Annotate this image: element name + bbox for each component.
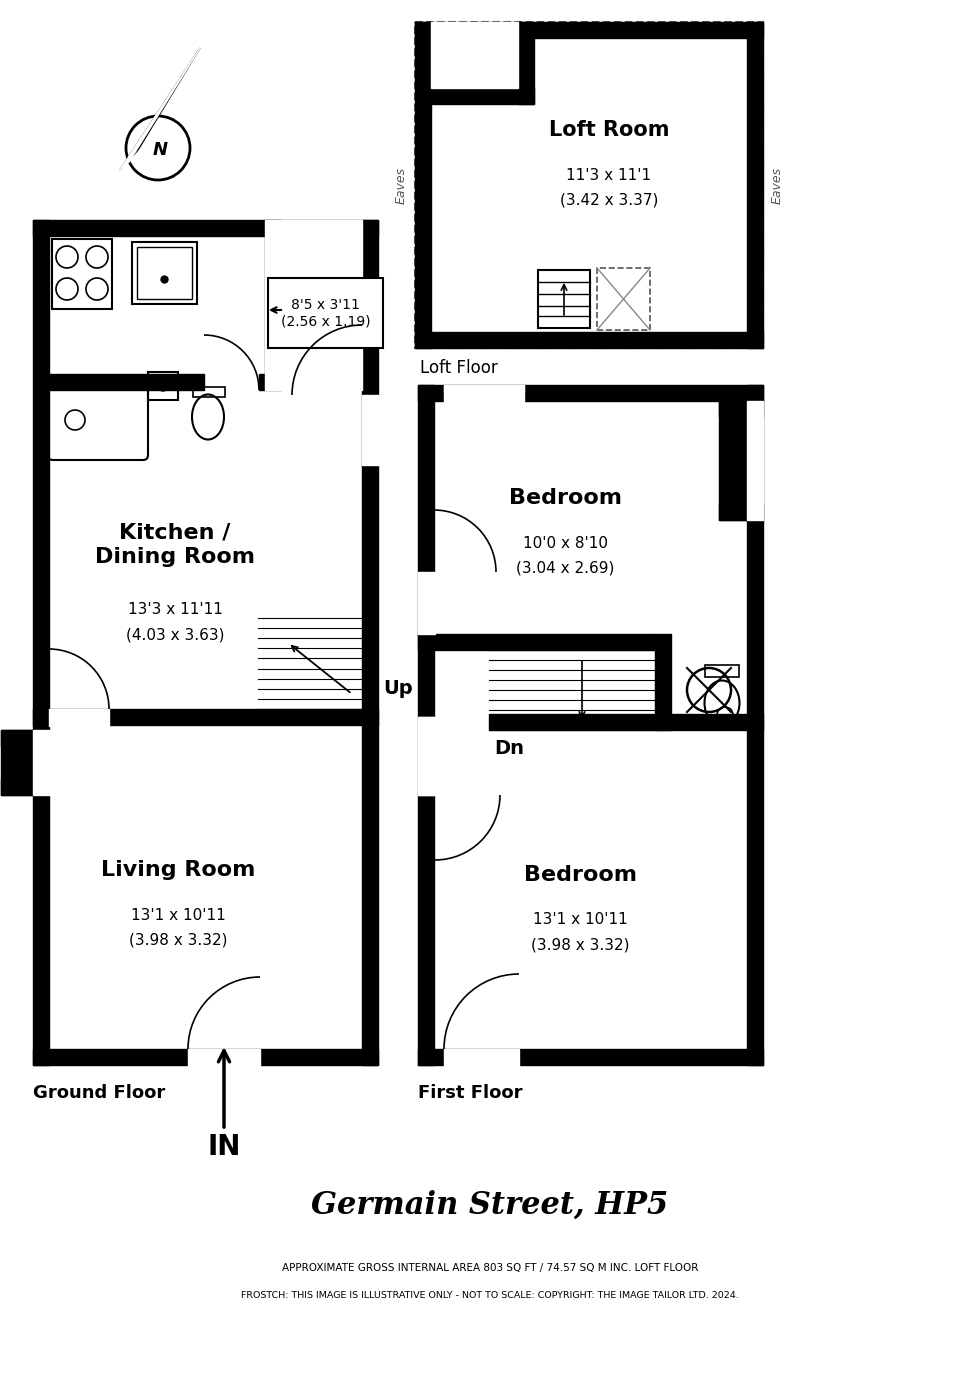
Bar bbox=[193, 386, 225, 397]
Bar bbox=[49, 374, 204, 391]
Bar bbox=[518, 22, 534, 104]
Bar bbox=[444, 385, 524, 392]
Bar bbox=[747, 402, 763, 519]
Bar bbox=[444, 1048, 519, 1066]
Bar bbox=[538, 270, 590, 328]
Bar bbox=[362, 220, 378, 1065]
Circle shape bbox=[158, 381, 168, 391]
Text: (3.98 x 3.32): (3.98 x 3.32) bbox=[128, 932, 227, 947]
Bar bbox=[52, 240, 112, 309]
Bar bbox=[418, 572, 435, 634]
Bar bbox=[431, 22, 518, 89]
Bar bbox=[418, 385, 434, 1065]
Bar bbox=[655, 634, 671, 730]
Bar bbox=[1, 730, 49, 747]
Text: Bedroom: Bedroom bbox=[509, 488, 621, 508]
Bar bbox=[268, 278, 383, 348]
Text: FROSTCH: THIS IMAGE IS ILLUSTRATIVE ONLY - NOT TO SCALE: COPYRIGHT: THE IMAGE TA: FROSTCH: THIS IMAGE IS ILLUSTRATIVE ONLY… bbox=[241, 1291, 739, 1299]
Text: (3.42 x 3.37): (3.42 x 3.37) bbox=[560, 193, 659, 208]
Bar bbox=[265, 220, 281, 391]
Bar bbox=[415, 22, 763, 37]
Text: N: N bbox=[153, 141, 168, 159]
Text: 13'3 x 11'11: 13'3 x 11'11 bbox=[127, 602, 222, 618]
Bar bbox=[719, 504, 763, 519]
Bar bbox=[705, 665, 739, 677]
Bar bbox=[148, 373, 178, 400]
Bar bbox=[49, 709, 109, 726]
Text: Loft Room: Loft Room bbox=[549, 120, 669, 140]
Bar bbox=[431, 89, 534, 104]
Bar bbox=[1, 730, 49, 795]
Text: APPROXIMATE GROSS INTERNAL AREA 803 SQ FT / 74.57 SQ M INC. LOFT FLOOR: APPROXIMATE GROSS INTERNAL AREA 803 SQ F… bbox=[282, 1263, 698, 1273]
Text: Up: Up bbox=[383, 680, 413, 698]
Bar bbox=[719, 402, 747, 519]
Polygon shape bbox=[120, 48, 200, 170]
Text: 11'3 x 11'1: 11'3 x 11'1 bbox=[566, 168, 652, 183]
Text: Germain Street, HP5: Germain Street, HP5 bbox=[312, 1190, 668, 1220]
Text: Eaves: Eaves bbox=[770, 166, 783, 204]
Bar bbox=[132, 242, 197, 303]
Bar bbox=[415, 22, 431, 348]
Bar bbox=[444, 385, 524, 402]
Text: (4.03 x 3.63): (4.03 x 3.63) bbox=[125, 627, 224, 643]
Text: Dn: Dn bbox=[494, 738, 524, 758]
Text: 8'5 x 3'11
(2.56 x 1.19): 8'5 x 3'11 (2.56 x 1.19) bbox=[280, 298, 370, 328]
Bar bbox=[259, 374, 265, 391]
Bar bbox=[33, 1048, 378, 1065]
Bar bbox=[418, 1048, 763, 1065]
Bar bbox=[415, 332, 763, 348]
Bar bbox=[747, 22, 763, 348]
Text: 13'1 x 10'11: 13'1 x 10'11 bbox=[130, 907, 225, 922]
Text: 10'0 x 8'10: 10'0 x 8'10 bbox=[522, 536, 608, 550]
Bar bbox=[597, 269, 650, 330]
Bar bbox=[137, 247, 192, 299]
Bar bbox=[538, 270, 590, 328]
Text: IN: IN bbox=[208, 1133, 241, 1161]
Bar bbox=[33, 220, 378, 235]
Bar bbox=[33, 709, 378, 724]
Text: 13'1 x 10'11: 13'1 x 10'11 bbox=[532, 913, 627, 928]
Bar bbox=[188, 1048, 260, 1066]
Text: Living Room: Living Room bbox=[101, 860, 255, 879]
Text: Loft Floor: Loft Floor bbox=[420, 359, 498, 377]
Bar bbox=[747, 385, 763, 1065]
Bar bbox=[418, 717, 435, 795]
Text: Eaves: Eaves bbox=[395, 166, 408, 204]
Text: Ground Floor: Ground Floor bbox=[33, 1084, 166, 1102]
Bar bbox=[33, 730, 50, 795]
Text: (3.04 x 2.69): (3.04 x 2.69) bbox=[515, 561, 614, 576]
Bar bbox=[265, 220, 362, 391]
Bar bbox=[418, 385, 763, 402]
Bar bbox=[489, 715, 763, 730]
Bar bbox=[719, 402, 763, 417]
Text: First Floor: First Floor bbox=[418, 1084, 522, 1102]
Bar bbox=[1, 778, 49, 795]
Bar bbox=[418, 634, 655, 650]
Text: (3.98 x 3.32): (3.98 x 3.32) bbox=[531, 938, 629, 953]
Bar bbox=[33, 220, 49, 1065]
Text: Kitchen /
Dining Room: Kitchen / Dining Room bbox=[95, 522, 255, 568]
Bar bbox=[362, 395, 379, 465]
Text: Bedroom: Bedroom bbox=[523, 866, 636, 885]
Bar bbox=[418, 717, 435, 795]
Polygon shape bbox=[120, 48, 200, 170]
